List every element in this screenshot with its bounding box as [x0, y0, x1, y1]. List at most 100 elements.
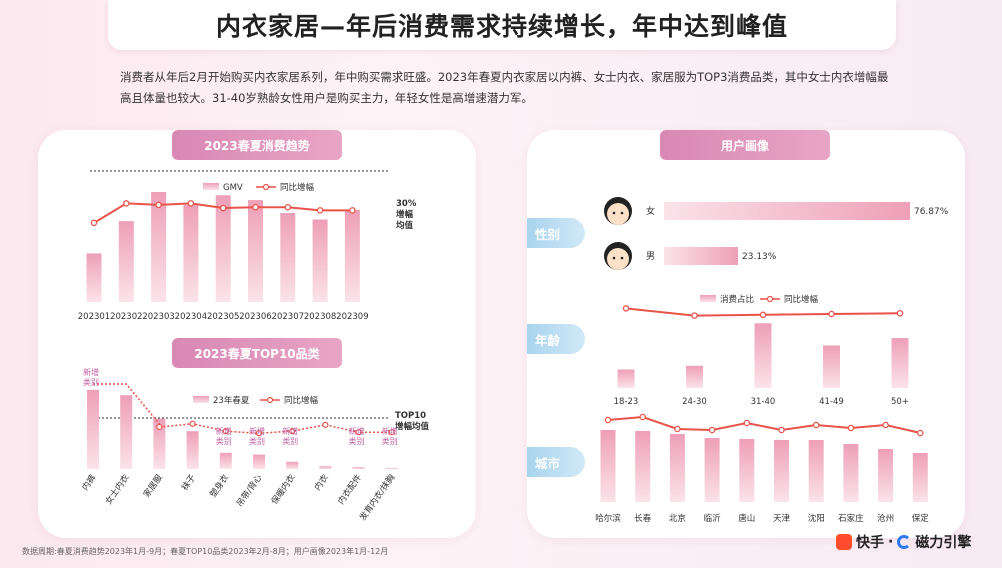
trend-chart-title: 2023春夏消费趋势 [172, 130, 342, 160]
avatar-eye [620, 211, 624, 215]
x-tick-label: 202304 [175, 312, 207, 322]
city-bar [669, 434, 685, 502]
avatar-eye [612, 211, 616, 215]
age-tick-label: 24-30 [682, 397, 707, 407]
gmv-bar [151, 192, 167, 302]
new-category-label: 类别 [282, 436, 298, 446]
x-tick-label: 202307 [272, 312, 304, 322]
legend-line-label: 同比增幅 [784, 294, 819, 305]
avg-annotation: TOP10 [395, 411, 426, 421]
line-point [289, 428, 296, 435]
line-point [189, 420, 196, 427]
age-tick-label: 41-49 [819, 397, 844, 407]
category-bar [186, 431, 199, 469]
line-point [219, 204, 227, 212]
gender-tag: 性别 [527, 218, 585, 248]
city-tag: 城市 [527, 447, 585, 477]
x-tick-label: 202302 [110, 312, 142, 322]
city-bar [774, 440, 789, 502]
line-point [90, 219, 98, 227]
category-bar [352, 467, 365, 469]
yoy-growth-line [159, 423, 392, 435]
x-tick-label: 202306 [239, 312, 271, 322]
city-growth-line [607, 415, 921, 434]
legend-line-label: 同比增幅 [280, 182, 315, 193]
gmv-bar [344, 209, 360, 302]
line-point [882, 421, 889, 429]
line-point [778, 426, 785, 434]
city-tick-label: 沧州 [877, 513, 894, 524]
line-point [322, 421, 329, 428]
new-category-label: 新增 [282, 426, 298, 436]
new-segment-line [93, 383, 160, 425]
top10-chart-title: 2023春夏TOP10品类 [172, 338, 342, 368]
line-point [123, 200, 130, 207]
x-tick-label: 内裤 [80, 472, 99, 493]
line-point [691, 312, 698, 319]
x-tick-label: 吊带/背心 [234, 472, 264, 509]
city-tick-label: 长春 [634, 513, 652, 524]
x-tick-label: 202305 [207, 312, 239, 322]
line-point [812, 421, 820, 429]
line-point [828, 310, 835, 318]
legend-line-marker [766, 295, 774, 303]
user-profile-title: 用户画像 [660, 130, 830, 160]
new-category-label: 类别 [83, 377, 99, 387]
age-bar [823, 345, 840, 388]
cili-brand: 磁力引擎 [915, 535, 972, 551]
x-tick-label: 202309 [336, 312, 368, 322]
city-tick-label: 石家庄 [838, 513, 864, 524]
age-bar [617, 369, 635, 388]
gmv-bar [183, 204, 199, 302]
line-point [252, 203, 259, 211]
city-bar [808, 440, 824, 502]
avg-annotation: 增幅均值 [395, 421, 430, 432]
category-bar [319, 466, 332, 469]
category-bar [87, 389, 99, 469]
city-tick-label: 天津 [773, 513, 791, 524]
new-category-label: 类别 [216, 436, 232, 446]
new-category-label: 类别 [382, 436, 398, 446]
gmv-bar [215, 195, 231, 302]
x-tick-label: 内衣 [312, 472, 331, 493]
legend-line-marker [262, 183, 270, 191]
new-category-label: 新增 [382, 426, 398, 436]
line-point [917, 429, 924, 437]
line-point [896, 309, 904, 317]
x-tick-label: 塑身衣 [208, 472, 232, 500]
line-point [222, 428, 229, 435]
x-tick-label: 家居服 [141, 472, 165, 500]
avg-annotation: 30% [396, 199, 417, 209]
avg-annotation: 均值 [396, 220, 414, 231]
city-tick-label: 临沂 [704, 513, 722, 524]
gmv-bar [280, 213, 296, 302]
gmv-bar [86, 253, 102, 302]
city-bar [635, 431, 651, 502]
legend-bar-label: 消费占比 [720, 294, 754, 305]
category-bar [120, 395, 133, 469]
gmv-bar [248, 200, 263, 302]
gender-bar [664, 202, 910, 220]
line-point [847, 424, 855, 432]
x-tick-label: 202301 [78, 312, 110, 322]
city-tick-label: 保定 [912, 513, 930, 524]
new-category-label: 类别 [249, 436, 265, 446]
cili-logo-icon [897, 535, 912, 549]
line-point [255, 430, 263, 437]
city-tick-label: 哈尔滨 [595, 513, 621, 524]
x-tick-label: 袜子 [179, 472, 198, 493]
line-point [639, 413, 646, 421]
x-tick-label: 内衣配件 [336, 472, 365, 507]
kuaishou-logo-icon [836, 534, 852, 550]
avatar-eye [612, 256, 616, 260]
brand-logos: 快手 · 磁力引擎 [836, 532, 971, 552]
footer-note: 数据周期:春夏消费趋势2023年1月-9月；春夏TOP10品类2023年2月-8… [22, 547, 389, 556]
line-point [622, 305, 630, 312]
kuaishou-brand: 快手 [856, 535, 884, 551]
avg-annotation: 增幅 [396, 209, 414, 220]
age-tick-label: 50+ [891, 397, 909, 407]
line-point [156, 423, 163, 431]
intro-text: 消费者从年后2月开始购买内衣家居系列，年中购买需求旺盛。2023年春夏内衣家居以… [120, 70, 889, 105]
category-bar [219, 452, 232, 469]
